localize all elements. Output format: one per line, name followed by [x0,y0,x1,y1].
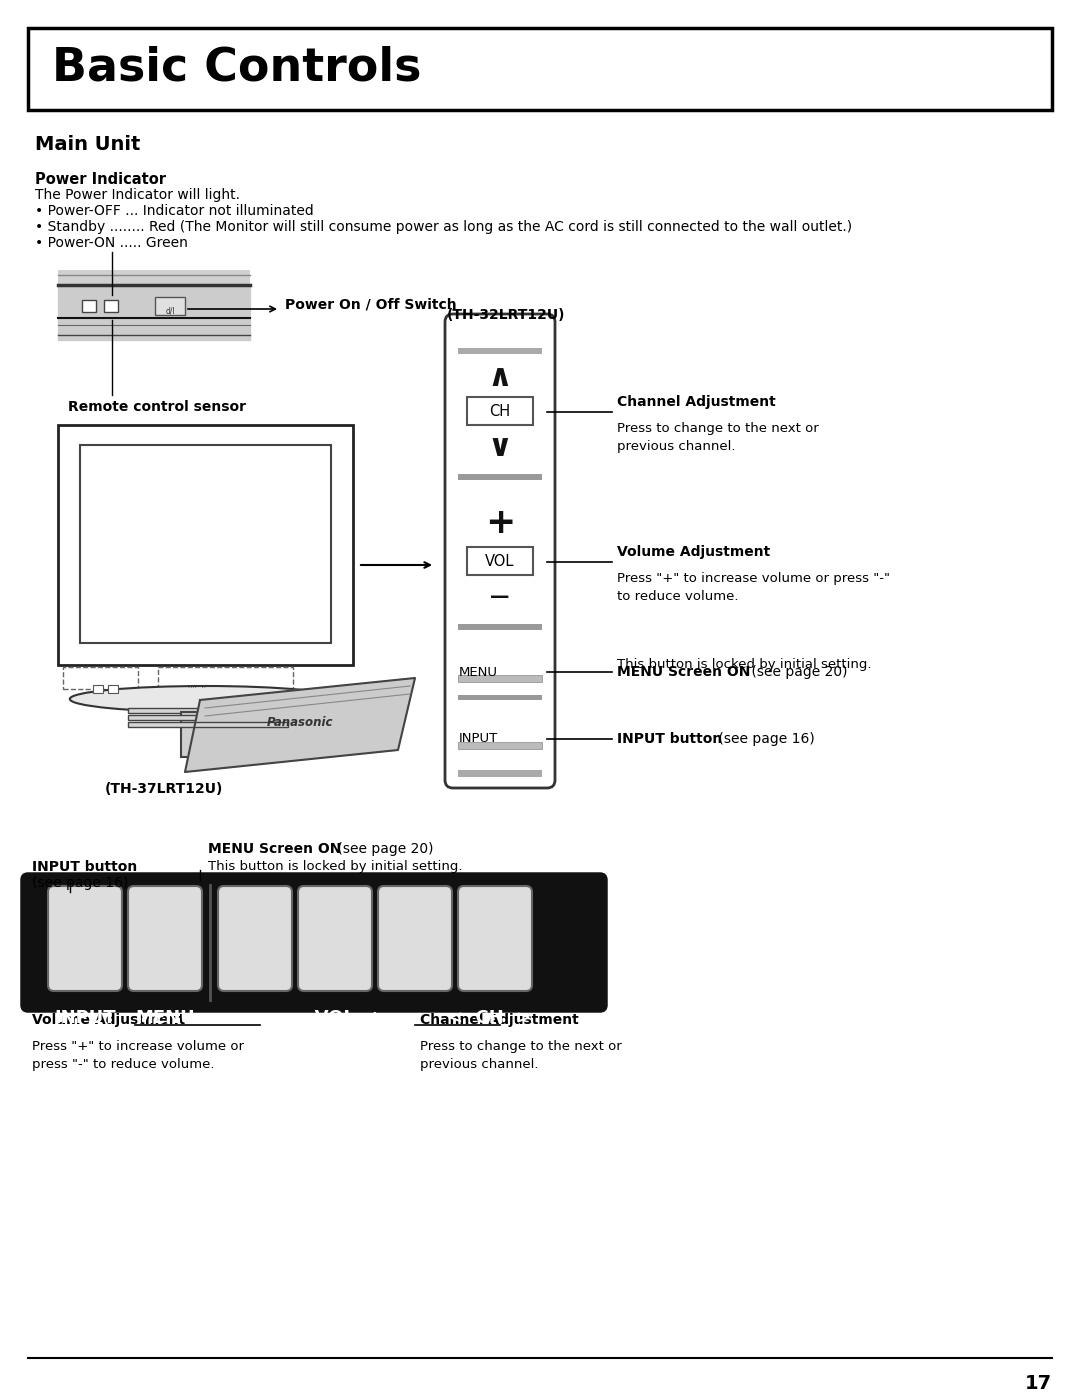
Bar [458,742,542,749]
FancyBboxPatch shape [22,875,606,1011]
Ellipse shape [70,686,341,712]
Text: VOL: VOL [485,555,515,570]
Text: (TH-37LRT12U): (TH-37LRT12U) [105,782,224,796]
FancyBboxPatch shape [378,886,453,990]
Bar [180,712,230,757]
FancyBboxPatch shape [445,314,555,788]
Text: ....  ..: .... .. [188,683,206,689]
Text: ∧: ∧ [488,362,512,391]
Text: Channel Adjustment: Channel Adjustment [617,395,775,409]
FancyBboxPatch shape [48,886,122,990]
Text: +: + [485,506,515,541]
Text: Basic Controls: Basic Controls [52,46,421,91]
Text: —: — [490,588,510,606]
Text: • Power-OFF ... Indicator not illuminated: • Power-OFF ... Indicator not illuminate… [35,204,314,218]
Bar [158,666,293,689]
Bar [63,666,138,689]
Text: Power Indicator: Power Indicator [35,172,166,187]
Text: (see page 20): (see page 20) [333,842,433,856]
Text: MENU: MENU [459,665,498,679]
Text: MENU Screen ON: MENU Screen ON [617,665,751,679]
Bar [58,425,353,665]
Text: INPUT: INPUT [54,1009,116,1027]
Text: Press "+" to increase volume or press "-"
to reduce volume.: Press "+" to increase volume or press "-… [617,571,890,604]
Bar [458,675,542,682]
Bar [28,28,1052,110]
Bar [467,548,534,576]
Bar [129,715,288,719]
Text: INPUT button: INPUT button [617,732,723,746]
Text: The Power Indicator will light.: The Power Indicator will light. [35,189,240,203]
Text: (see page 16): (see page 16) [32,876,129,890]
Bar [129,708,288,712]
Text: MENU: MENU [135,1009,194,1027]
Text: INPUT button: INPUT button [32,861,137,875]
Text: This button is locked by initial setting.: This button is locked by initial setting… [617,658,872,671]
Text: MENU Screen ON: MENU Screen ON [208,842,341,856]
Text: (see page 20): (see page 20) [747,665,848,679]
Bar [129,722,288,726]
Bar [82,300,96,312]
FancyBboxPatch shape [298,886,372,990]
Bar [458,624,542,630]
FancyBboxPatch shape [129,886,202,990]
Text: Lift the door to open: Lift the door to open [225,700,362,712]
Text: (see page 16): (see page 16) [714,732,814,746]
Text: Main Unit: Main Unit [35,136,140,154]
Text: Channel Adjustment: Channel Adjustment [420,1013,579,1027]
Text: CH: CH [489,405,511,419]
Text: Power On / Off Switch: Power On / Off Switch [285,298,457,312]
Bar [467,397,534,425]
Polygon shape [185,678,415,773]
Text: Press "+" to increase volume or
press "-" to reduce volume.: Press "+" to increase volume or press "-… [32,1039,244,1071]
Bar [458,474,542,481]
Text: <  CH  >: < CH > [448,1009,531,1027]
Bar [156,298,185,314]
Bar [80,446,330,643]
Bar [93,685,103,693]
Text: Volume Adjustment: Volume Adjustment [617,545,770,559]
FancyBboxPatch shape [218,886,292,990]
Text: This button is locked by initial setting.: This button is locked by initial setting… [208,861,462,873]
Text: • Standby ........ Red (The Monitor will still consume power as long as the AC c: • Standby ........ Red (The Monitor will… [35,219,852,235]
Text: d/l: d/l [165,307,175,316]
Text: Remote control sensor: Remote control sensor [68,400,246,414]
Text: −  VOL  +: − VOL + [287,1009,382,1027]
Bar [108,685,118,693]
Text: Panasonic: Panasonic [267,715,334,728]
Text: • Power-ON ..... Green: • Power-ON ..... Green [35,236,188,250]
Bar [58,270,249,319]
Text: ∨: ∨ [488,433,512,461]
Bar [458,694,542,700]
Bar [104,300,118,312]
Text: Press to change to the next or
previous channel.: Press to change to the next or previous … [420,1039,622,1071]
Bar [458,770,542,777]
Bar [458,348,542,353]
Text: Volume Adjustment: Volume Adjustment [32,1013,186,1027]
Text: (TH-32LRT12U): (TH-32LRT12U) [447,307,566,321]
Text: Press to change to the next or
previous channel.: Press to change to the next or previous … [617,422,819,453]
Text: 17: 17 [1025,1375,1052,1393]
Text: INPUT: INPUT [459,732,498,746]
FancyBboxPatch shape [458,886,532,990]
